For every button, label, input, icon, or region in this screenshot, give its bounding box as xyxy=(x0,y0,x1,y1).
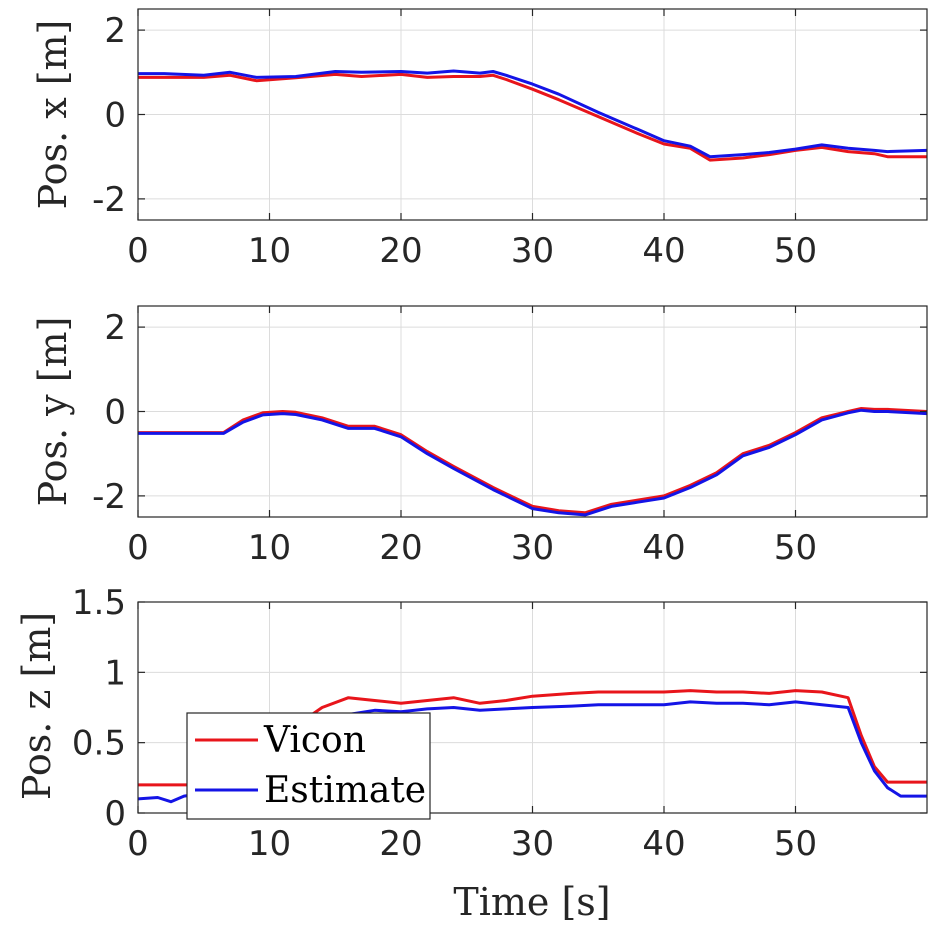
y-axis-label: Pos. z [m] xyxy=(15,612,59,800)
y-tick-label: 1.5 xyxy=(72,583,126,623)
x-tick-label: 40 xyxy=(642,528,685,568)
legend-label-vicon: Vicon xyxy=(263,720,366,761)
y-axis-label: Pos. y [m] xyxy=(31,317,75,507)
x-tick-label: 10 xyxy=(248,231,291,271)
x-tick-label: 10 xyxy=(248,528,291,568)
x-tick-label: 30 xyxy=(511,824,554,864)
series-line-vicon xyxy=(138,689,927,787)
series-line-vicon xyxy=(138,407,927,515)
x-tick-label: 30 xyxy=(511,528,554,568)
legend: Vicon Estimate xyxy=(186,712,431,820)
y-tick-label: 0 xyxy=(104,393,126,433)
x-tick-label: 40 xyxy=(642,824,685,864)
x-tick-label: 30 xyxy=(511,231,554,271)
y-tick-label: 1 xyxy=(104,653,126,693)
series-line-estimate xyxy=(138,408,927,517)
series-line-estimate xyxy=(138,69,927,159)
x-tick-label: 10 xyxy=(248,824,291,864)
legend-label-estimate: Estimate xyxy=(264,770,426,811)
subplot-3: 0 10 20 30 40 50 0 0.5 1 1.5 Pos. z [m] Time [s] Vic… xyxy=(15,583,928,924)
x-tick-label: 0 xyxy=(127,824,149,864)
x-axis-label: Time [s] xyxy=(453,880,610,924)
x-tick-label: 50 xyxy=(774,231,817,271)
x-tick-label: 20 xyxy=(379,231,422,271)
y-tick-label: 2 xyxy=(104,308,126,348)
y-tick-label: -2 xyxy=(92,477,126,517)
x-tick-label: 40 xyxy=(642,231,685,271)
y-tick-label: 0 xyxy=(104,96,126,136)
x-tick-label: 0 xyxy=(127,528,149,568)
y-axis-label: Pos. x [m] xyxy=(31,20,75,210)
x-tick-label: 20 xyxy=(379,824,422,864)
y-tick-label: 0.5 xyxy=(72,724,126,764)
x-tick-label: 50 xyxy=(774,824,817,864)
y-tick-label: 0 xyxy=(104,794,126,834)
y-tick-label: 2 xyxy=(104,11,126,51)
legend-box xyxy=(186,712,431,820)
x-tick-label: 20 xyxy=(379,528,422,568)
series-line-vicon xyxy=(138,72,927,162)
y-tick-label: -2 xyxy=(92,180,126,220)
x-tick-label: 0 xyxy=(127,231,149,271)
x-tick-label: 50 xyxy=(774,528,817,568)
